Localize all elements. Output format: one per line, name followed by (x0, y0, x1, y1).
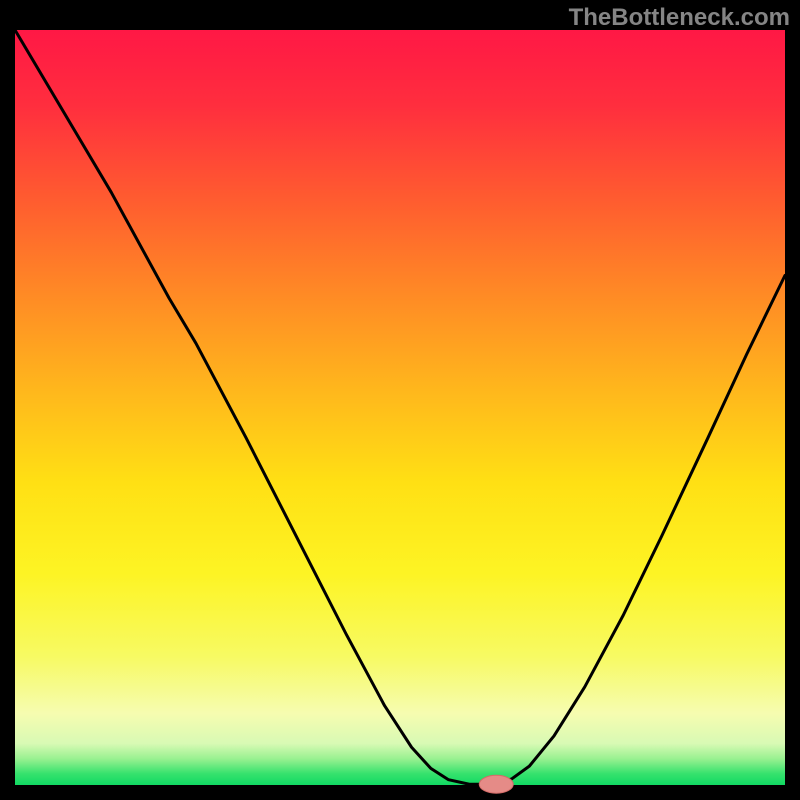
watermark-text: TheBottleneck.com (569, 4, 790, 32)
chart-container: TheBottleneck.com (0, 0, 800, 800)
bottleneck-chart (0, 0, 800, 800)
